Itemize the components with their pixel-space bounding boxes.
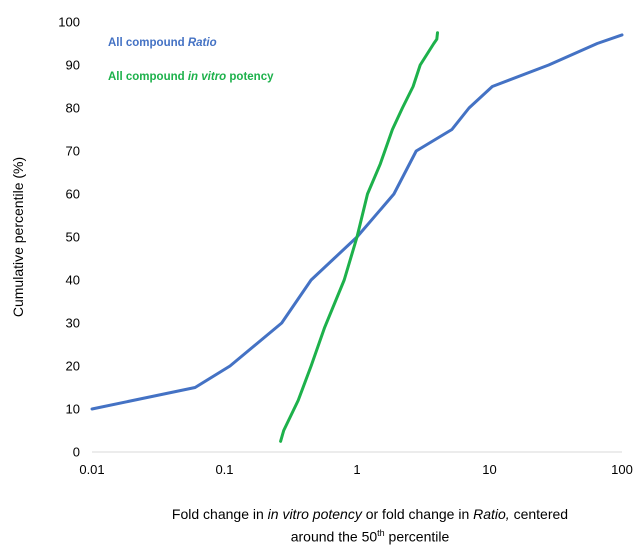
x-tick-label: 0.1 [215,462,233,477]
x-label-part5: centered [509,506,569,522]
series-line-ratio [90,33,624,411]
legend-potency-plain: All compound [108,71,188,83]
legend-item-potency: All compound in vitro potency [108,71,274,83]
legend-ratio-italic: Ratio [188,37,217,49]
y-tick-label: 50 [66,230,80,245]
y-tick-label: 20 [66,359,80,374]
series-line-potency [279,31,439,443]
x-label-line2-a: around the 50 [290,528,378,545]
y-tick-label: 90 [66,58,80,73]
x-label-line2-sup: th [377,528,385,538]
x-axis-label-line2: around the 50th percentile [100,524,636,547]
y-tick-label: 40 [66,273,80,288]
x-tick-label: 0.01 [79,462,104,477]
x-tick-label: 1 [353,462,360,477]
legend-item-ratio: All compound Ratio [108,37,217,49]
series-lines [90,31,624,443]
x-tick-label: 10 [482,462,496,477]
x-axis-ticks: 0.01 0.1 1 10 100 [79,462,633,477]
y-axis-label: Cumulative percentile (%) [10,157,26,317]
y-tick-label: 0 [73,445,80,460]
x-label-part3: or fold change in [361,506,474,522]
y-tick-label: 100 [58,15,80,30]
y-tick-label: 80 [66,101,80,116]
chart-canvas: 0 10 20 30 40 50 60 70 80 90 100 0.01 0.1 1 10 100 Cum… [10,15,633,478]
y-axis-ticks: 0 10 20 30 40 50 60 70 80 90 100 [58,15,80,460]
x-axis-label-line1: Fold change in in vitro potency or fold … [100,505,636,524]
legend-ratio-plain: All compound [108,37,188,49]
x-label-line2-b: percentile [384,528,450,545]
x-label-part1: Fold change in [171,506,268,522]
y-tick-label: 70 [66,144,80,159]
y-tick-label: 10 [66,402,80,417]
legend: All compound Ratio All compound in vitro… [108,37,274,83]
y-tick-label: 30 [66,316,80,331]
x-label-part4: Ratio, [473,506,510,522]
x-axis-label: Fold change in in vitro potency or fold … [100,505,636,547]
x-tick-label: 100 [611,462,633,477]
legend-potency-italic: in vitro [188,71,226,83]
y-tick-label: 60 [66,187,80,202]
legend-potency-after: potency [226,71,274,83]
x-label-part2: in vitro potency [267,506,362,522]
